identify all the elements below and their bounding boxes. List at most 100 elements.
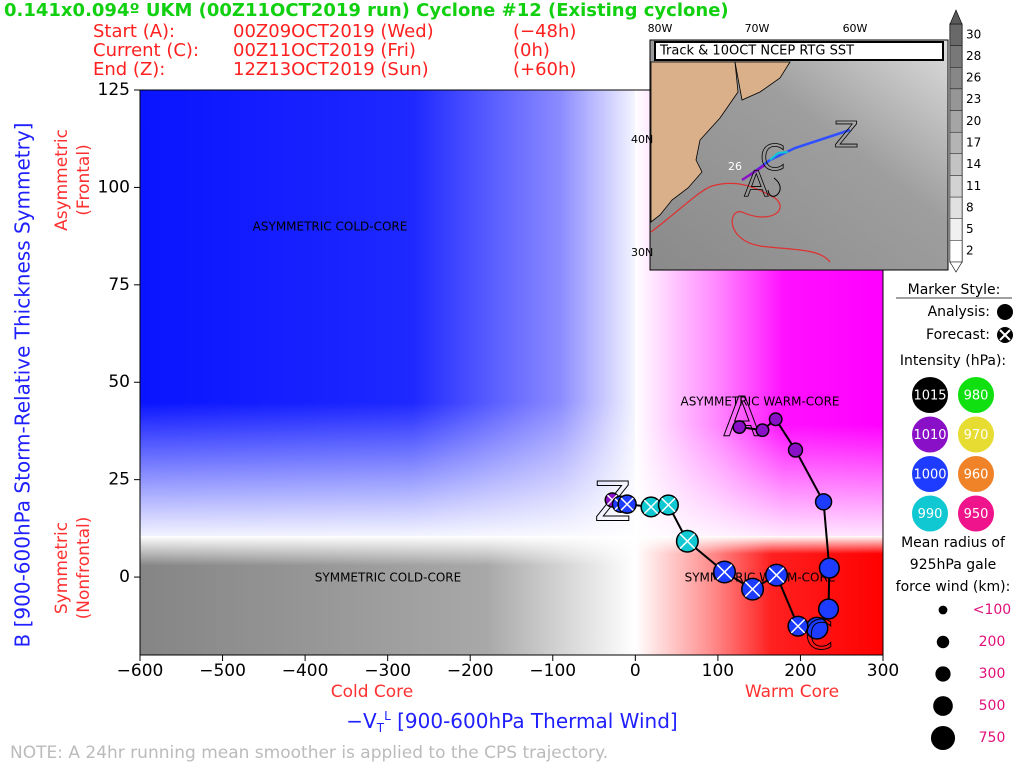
inset-lon-label: 80W (648, 22, 673, 35)
x-axis-sup: L (384, 709, 391, 723)
x-tick-label: −300 (364, 661, 411, 681)
inset-current-letter: C (760, 138, 785, 179)
inset-end-letter: Z (834, 115, 859, 156)
forecast-cross (643, 499, 659, 515)
x-tick-label: 200 (784, 661, 816, 681)
inset-lat-label: 30N (631, 246, 653, 259)
inset-lon-label: 60W (843, 22, 868, 35)
header-line: (0h) (513, 40, 550, 61)
radius-swatch (936, 635, 950, 649)
forecast-cross (661, 497, 676, 513)
analysis-point (755, 423, 770, 438)
colorbar-cap (949, 261, 963, 273)
colorbar-label: 17 (966, 136, 981, 150)
radius-label: <100 (973, 602, 1011, 618)
legend-title: Marker Style: (908, 282, 1001, 298)
radius-swatch (933, 696, 953, 716)
forecast-cross (716, 564, 733, 580)
analysis-point (787, 442, 804, 458)
colorbar-label: 14 (966, 157, 981, 171)
inset-lat-label: 40N (631, 133, 653, 146)
colorbar-segment (949, 218, 963, 241)
y-side-label: (Nonfrontal) (74, 517, 94, 620)
x-tick-label: −600 (117, 661, 164, 681)
x-tick-label: −200 (447, 661, 494, 681)
intensity-swatch (911, 415, 949, 454)
radius-title: Mean radius of (901, 535, 1006, 551)
inset-start-letter: A (744, 164, 769, 205)
y-tick-label: 25 (108, 470, 130, 490)
intensity-label: 1010 (913, 428, 946, 443)
intensity-swatch (911, 376, 949, 414)
colorbar-label: 8 (966, 200, 974, 214)
colorbar-segment (949, 175, 963, 198)
quadrant-label: ASYMMETRIC COLD-CORE (253, 220, 408, 234)
note: NOTE: A 24hr running mean smoother is ap… (10, 743, 608, 763)
intensity-label: 990 (918, 507, 943, 522)
colorbar-segment (949, 196, 963, 219)
intensity-swatch (957, 376, 995, 414)
colorbar-label: 2 (966, 244, 974, 258)
colorbar-cap (949, 9, 963, 25)
legend-marker (997, 304, 1013, 320)
intensity-label: 1000 (913, 468, 946, 483)
forecast-cross (744, 581, 761, 598)
colorbar-label: 23 (966, 92, 981, 106)
intensity-label: 980 (964, 389, 989, 404)
x-tick-label: −400 (282, 661, 329, 681)
analysis-point (768, 412, 783, 427)
x-axis-symbol: −V (346, 709, 377, 733)
forecast-cross (620, 497, 634, 511)
intensity-swatch (911, 494, 949, 533)
forecast-cross (679, 533, 696, 550)
forecast-cross (790, 618, 806, 634)
header-line: Current (C): (93, 40, 199, 61)
legend-label: Forecast: (926, 327, 990, 343)
colorbar-segment (949, 88, 963, 111)
inset-lon-label: 70W (745, 22, 770, 35)
y-tick-label: 50 (108, 372, 130, 392)
analysis-point (818, 557, 840, 579)
analysis-point (817, 598, 840, 620)
colorbar-segment (949, 67, 963, 90)
header-line: Start (A): (93, 21, 175, 42)
x-side-label: Warm Core (745, 682, 839, 702)
header-line: (+60h) (513, 59, 576, 80)
y-tick-label: 100 (98, 177, 130, 197)
x-axis-text: [900-600hPa Thermal Wind] (391, 709, 678, 733)
radius-label: 500 (979, 698, 1006, 714)
colorbar-label: 28 (966, 49, 981, 63)
colorbar-segment (949, 153, 963, 176)
colorbar-label: 11 (966, 179, 981, 193)
x-tick-label: 300 (867, 661, 899, 681)
y-side-label: Symmetric (52, 522, 72, 614)
x-tick-label: −100 (529, 661, 576, 681)
analysis-point (814, 493, 833, 511)
legend-cross (999, 329, 1011, 341)
colorbar-segment (949, 23, 963, 46)
colorbar-label: 26 (966, 71, 981, 85)
header-line: End (Z): (93, 59, 165, 80)
intensity-label: 950 (964, 507, 989, 522)
forecast-cross (768, 567, 785, 583)
intensity-swatch (957, 455, 995, 493)
radius-label: 300 (979, 666, 1006, 682)
header-line: (−48h) (513, 21, 576, 42)
radius-title: force wind (km): (896, 579, 1011, 595)
x-side-label: Cold Core (331, 682, 414, 702)
x-tick-label: −500 (199, 661, 246, 681)
intensity-swatch (957, 494, 995, 533)
y-tick-label: 75 (108, 275, 130, 295)
intensity-label: 970 (964, 428, 989, 443)
intensity-swatch (957, 415, 995, 454)
y-side-label: (Frontal) (74, 144, 94, 215)
intensity-title: Intensity (hPa): (900, 353, 1006, 369)
inset-map (649, 23, 963, 271)
quadrant-label: SYMMETRIC COLD-CORE (315, 571, 461, 585)
y-axis-title: B [900-600hPa Storm-Relative Thickness S… (11, 123, 35, 648)
header-line: 00Z11OCT2019 (Fri) (233, 40, 416, 61)
y-tick-label: 125 (98, 80, 130, 100)
intensity-label: 1015 (913, 389, 946, 404)
quadrant-label: ASYMMETRIC WARM-CORE (680, 395, 839, 409)
colorbar-segment (949, 45, 963, 68)
